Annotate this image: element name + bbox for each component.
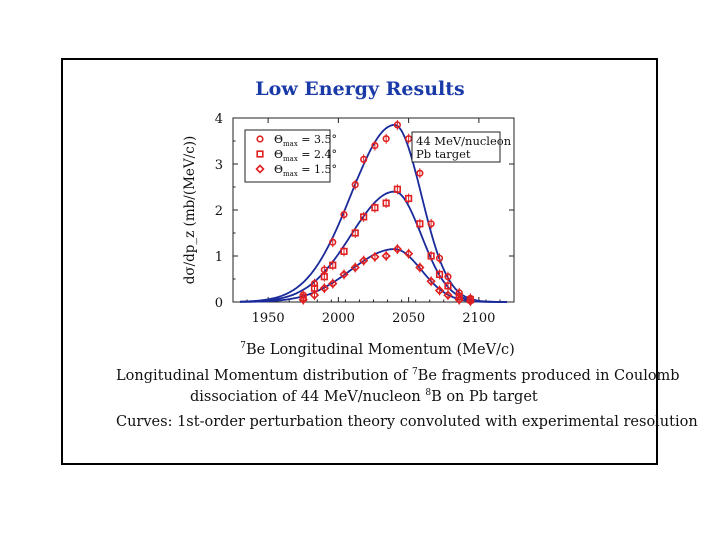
legend-marker-circle: [256, 135, 264, 143]
data-point: [381, 251, 391, 261]
caption-line-1: Longitudinal Momentum distribution of 7B…: [116, 367, 680, 384]
data-point: [382, 135, 390, 143]
data-point: [329, 238, 337, 246]
data-point: [416, 220, 424, 228]
data-point: [360, 155, 368, 163]
data-point: [392, 244, 403, 254]
legend-subscript: max: [283, 140, 298, 148]
legend-label: Θmax = 1.5°: [274, 163, 337, 178]
legend-subscript: max: [283, 155, 298, 163]
x-axis-label: 7Be Longitudinal Momentum (MeV/c): [240, 341, 515, 358]
theory-curve-3: [240, 248, 507, 303]
data-point: [435, 254, 444, 262]
caption-line-2: dissociation of 44 MeV/nucleon 8B on Pb …: [190, 388, 538, 405]
data-point: [435, 270, 444, 279]
data-point: [319, 283, 329, 293]
y-tick-label: 2: [215, 204, 223, 219]
annotation-box: [411, 131, 501, 163]
x-axis-label-text: Be Longitudinal Momentum (MeV/c): [246, 342, 515, 358]
slide-title: Low Energy Results: [255, 78, 465, 100]
data-point: [351, 181, 359, 189]
data-point: [350, 262, 360, 273]
data-point: [328, 278, 338, 289]
data-point: [370, 252, 380, 262]
data-point: [415, 262, 425, 273]
data-point: [465, 296, 476, 306]
y-tick-label: 3: [215, 158, 223, 173]
data-point: [360, 213, 368, 221]
data-point: [298, 295, 308, 305]
data-point: [434, 285, 445, 296]
x-axis-label-superscript: 7: [240, 341, 246, 351]
data-point: [340, 211, 348, 219]
legend-marker-diamond: [255, 164, 265, 174]
data-point: [382, 199, 390, 207]
legend-label: Θmax = 3.5°: [274, 133, 337, 148]
data-point: [371, 204, 379, 212]
y-tick-label: 4: [215, 112, 223, 127]
data-point: [444, 282, 452, 290]
data-point: [339, 269, 349, 280]
data-point: [393, 185, 401, 193]
data-point: [403, 249, 414, 259]
data-point: [309, 290, 320, 300]
data-point: [444, 273, 452, 281]
legend-symbol: Θ: [274, 148, 283, 161]
legend-subscript: max: [283, 170, 298, 178]
data-point: [371, 142, 379, 150]
legend-box: [244, 129, 331, 183]
data-point: [393, 121, 401, 129]
data-point: [427, 252, 435, 260]
data-point: [454, 295, 464, 305]
data-point: [427, 220, 435, 228]
slide-frame: [61, 58, 658, 465]
data-point: [320, 273, 328, 281]
y-axis-label: dσ/dp_z (mb/(MeV/c)): [182, 136, 198, 285]
annotation-line: Pb target: [416, 147, 471, 161]
caption-line-3: Curves: 1st-order perturbation theory co…: [116, 414, 698, 430]
theory-curve-2: [240, 190, 507, 303]
x-tick-label: 2050: [392, 311, 425, 326]
legend-label: Θmax = 2.4°: [274, 148, 337, 163]
data-point: [426, 276, 436, 286]
legend-marker-square: [256, 150, 264, 158]
x-tick-label: 2100: [462, 311, 495, 326]
legend-value: = 1.5°: [298, 163, 337, 176]
data-point: [443, 290, 453, 300]
x-tick-label: 2000: [322, 311, 355, 326]
legend-symbol: Θ: [274, 133, 283, 146]
data-point: [405, 194, 413, 203]
data-point: [405, 135, 413, 143]
data-point: [351, 229, 359, 237]
y-tick-label: 1: [215, 250, 223, 265]
data-point: [416, 169, 424, 177]
legend-value: = 2.4°: [298, 148, 337, 161]
x-tick-label: 1950: [252, 311, 285, 326]
annotation-line: 44 MeV/nucleon: [416, 134, 512, 148]
data-point: [359, 255, 369, 266]
data-point: [329, 261, 337, 269]
legend-value: = 3.5°: [298, 133, 337, 146]
legend-symbol: Θ: [274, 163, 283, 176]
y-tick-label: 0: [215, 296, 223, 311]
data-point: [340, 247, 348, 256]
